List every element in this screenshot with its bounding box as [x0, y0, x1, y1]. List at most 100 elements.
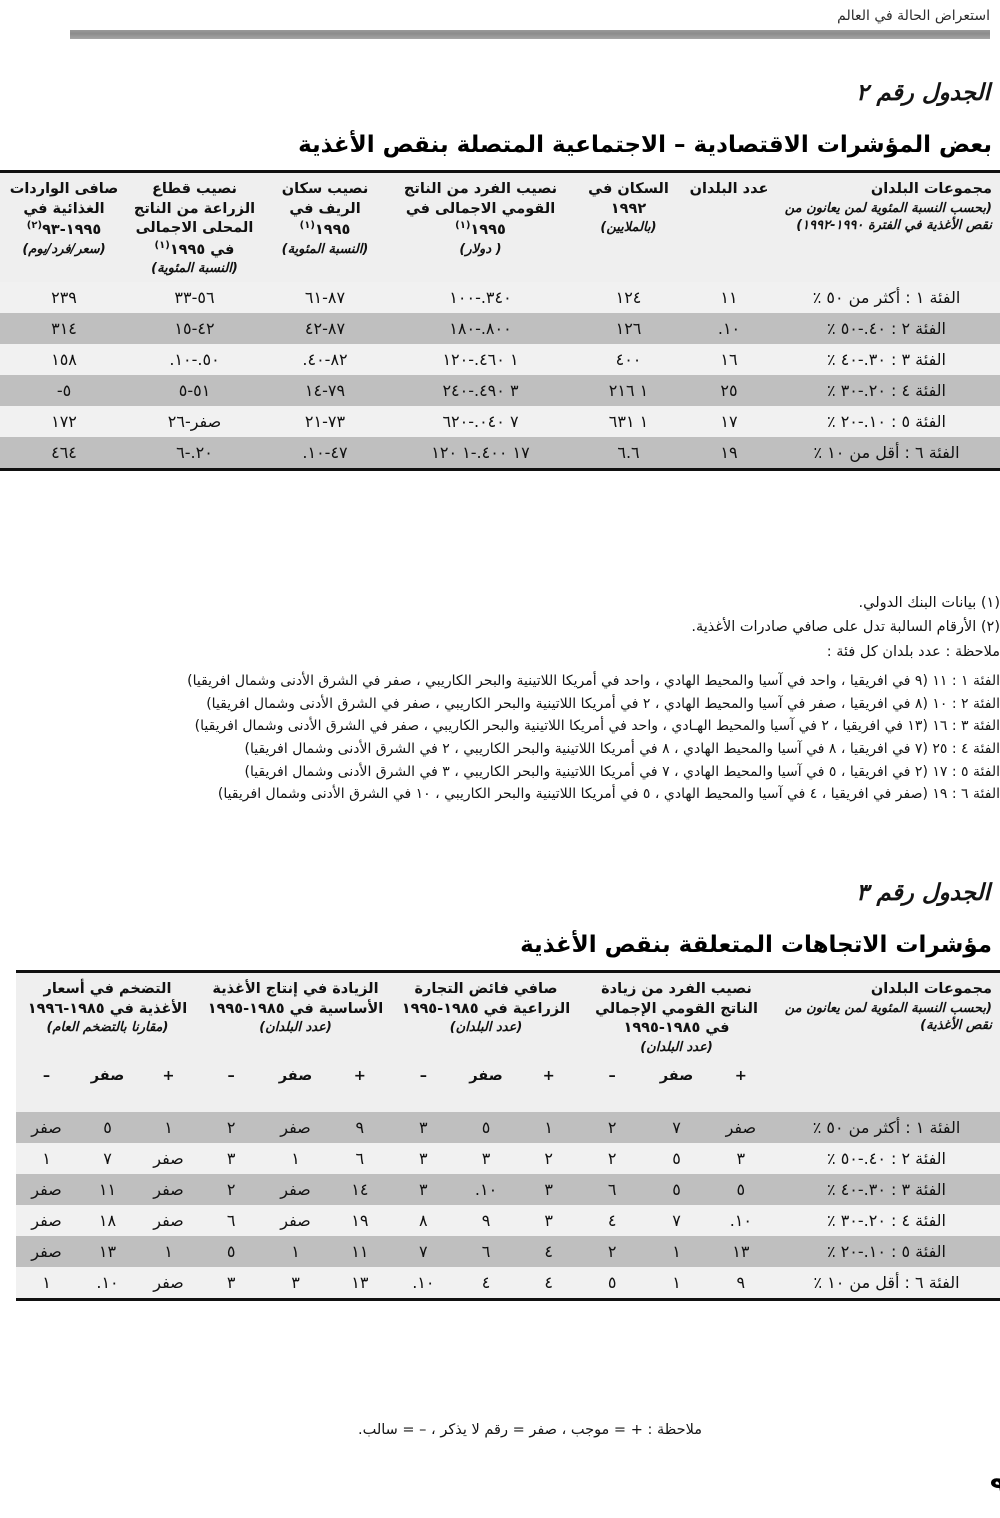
cell-value: ١: [233, 1236, 297, 1267]
cell-value: ١٩: [298, 1205, 362, 1236]
cell-agriculture: ٥٦-٣٣: [98, 282, 231, 313]
document-page: استعراض الحالة في العالم الجدول رقم ٢ بع…: [0, 0, 1000, 1518]
cell-value: ١٣: [679, 1236, 743, 1267]
cell-value: ٥: [47, 1112, 108, 1143]
table-3-head: مجموعات البلدان (بحسب النسبة المئوية لمن…: [0, 972, 970, 1112]
table-row: الفئة ٦ : أقل من ١٠ ٪ ١٩ ٦.٦ ١٧ ٤٠٠.-١ ١…: [0, 437, 970, 470]
cell-value: ٧: [614, 1112, 678, 1143]
cell-rural: ٨٢-٤٠.: [231, 344, 359, 375]
cell-value: ١: [487, 1112, 550, 1143]
page-number: ٩: [960, 1472, 976, 1502]
cell-agriculture: ٥١-٥: [98, 375, 231, 406]
cell-imports: ٥-: [0, 375, 98, 406]
running-header: استعراض الحالة في العالم: [40, 8, 960, 24]
cell-value: ٤: [425, 1267, 488, 1300]
sign-plus: +: [487, 1060, 550, 1091]
cell-value: ٢: [487, 1143, 550, 1174]
cell-value: صفر: [0, 1174, 47, 1205]
cell-value: ١٤: [298, 1174, 362, 1205]
th-staple-food-production-growth: الزيادة في إنتاج الأغذية الأساسية في ١٩٨…: [169, 972, 362, 1061]
cell-gnp: ١ ٤٦٠.-١٢٠: [359, 344, 542, 375]
cell-value: ١: [108, 1236, 169, 1267]
table-3-block: الجدول رقم ٣ مؤشرات الاتجاهات المتعلقة ب…: [30, 880, 970, 1301]
th-net-food-imports: صافى الواردات الغذائية في ١٩٩٥-٩٣(٢) (سع…: [0, 172, 98, 282]
category-note: الفئة ٣ : ١٦ (١٣ في افريقيا ، ٢ في آسيا …: [30, 715, 970, 738]
cell-value: ٢: [550, 1236, 614, 1267]
cell-value: ٦: [425, 1236, 488, 1267]
cell-category: الفئة ٢ : ٤٠.-٥٠ ٪: [743, 1143, 970, 1174]
cell-value: ١: [614, 1267, 678, 1300]
th-population-1992: السكان في ١٩٩٢ (بالملايين): [542, 172, 655, 282]
cell-gnp: ٧ ٠٤٠.-٦٢٠: [359, 406, 542, 437]
cell-countries: ١٠.: [655, 313, 743, 344]
cell-category: الفئة ٦ : أقل من ١٠ ٪: [743, 437, 970, 470]
th-country-groups: مجموعات البلدان (بحسب النسبة المئوية لمن…: [743, 172, 970, 282]
th-rural-population: نصيب سكان الريف في ١٩٩٥(١) (النسبة المئو…: [231, 172, 359, 282]
table-row: الفئة ٣ : ٣٠.-٤٠ ٪ ١٦ ٤٠٠ ١ ٤٦٠.-١٢٠ ٨٢-…: [0, 344, 970, 375]
cell-value: ٢: [550, 1112, 614, 1143]
cell-value: ٥: [614, 1143, 678, 1174]
th-food-price-inflation: التضخم في أسعار الأغذية في ١٩٨٥-١٩٩٦ (مق…: [0, 972, 169, 1061]
table-row: الفئة ٦ : أقل من ١٠ ٪ ٩ ١ ٥ ٤ ٤ ١٠. ١٣ ٣…: [0, 1267, 970, 1300]
table-2: مجموعات البلدان (بحسب النسبة المئوية لمن…: [0, 170, 970, 471]
cell-value: ١٣: [47, 1236, 108, 1267]
cell-countries: ١٩: [655, 437, 743, 470]
cell-value: صفر: [0, 1236, 47, 1267]
cell-value: ٥: [425, 1112, 488, 1143]
cell-rural: ٧٣-٢١: [231, 406, 359, 437]
cell-value: صفر: [679, 1112, 743, 1143]
cell-countries: ١٧: [655, 406, 743, 437]
cell-countries: ١١: [655, 282, 743, 313]
cell-imports: ٢٣٩: [0, 282, 98, 313]
cell-value: ٩: [298, 1112, 362, 1143]
cell-value: ٣: [362, 1143, 425, 1174]
cell-population: ١٢٤: [542, 282, 655, 313]
cell-agriculture: ٢٠.-٦: [98, 437, 231, 470]
cell-value: ٦: [550, 1174, 614, 1205]
table-3: مجموعات البلدان (بحسب النسبة المئوية لمن…: [0, 970, 970, 1301]
cell-value: ٥: [169, 1236, 233, 1267]
th-gnp-growth-per-capita: نصيب الفرد من زيادة الناتج القومي الإجما…: [550, 972, 743, 1061]
sign-minus: –: [550, 1060, 614, 1091]
cell-gnp: ١٧ ٤٠٠.-١ ١٢٠: [359, 437, 542, 470]
cell-value: ٣: [169, 1267, 233, 1300]
cell-population: ١٢٦: [542, 313, 655, 344]
cell-value: صفر: [108, 1174, 169, 1205]
sign-zero: صفر: [233, 1060, 297, 1091]
cell-value: ١٠.: [425, 1174, 488, 1205]
cell-population: ١ ٦٣١: [542, 406, 655, 437]
cell-agriculture: صفر-٢٦: [98, 406, 231, 437]
sign-minus: –: [169, 1060, 233, 1091]
table-row: الفئة ١ : أكثر من ٥٠ ٪ ١١ ١٢٤ ٣٤٠.-١٠٠ ٨…: [0, 282, 970, 313]
cell-agriculture: ٤٢-١٥: [98, 313, 231, 344]
th-gnp-per-capita: نصيب الفرد من الناتج القومي الاجمالى في …: [359, 172, 542, 282]
footnote-note-label: ملاحظة : عدد بلدان كل فئة :: [30, 641, 970, 663]
cell-value: ٣: [362, 1112, 425, 1143]
cell-value: ٢: [169, 1174, 233, 1205]
cell-value: ٨: [362, 1205, 425, 1236]
cell-value: صفر: [0, 1205, 47, 1236]
cell-value: صفر: [0, 1112, 47, 1143]
cell-value: ٩: [425, 1205, 488, 1236]
cell-value: ١٠.: [362, 1267, 425, 1300]
cell-value: ١: [233, 1143, 297, 1174]
cell-category: الفئة ٢ : ٤٠.-٥٠ ٪: [743, 313, 970, 344]
cell-category: الفئة ٣ : ٣٠.-٤٠ ٪: [743, 344, 970, 375]
table-2-label: الجدول رقم ٢: [30, 80, 970, 106]
cell-value: ١: [108, 1112, 169, 1143]
cell-imports: ٤٦٤: [0, 437, 98, 470]
cell-value: ٣: [425, 1143, 488, 1174]
cell-value: صفر: [108, 1205, 169, 1236]
cell-category: الفئة ٣ : ٣٠.-٤٠ ٪: [743, 1174, 970, 1205]
th-net-agri-trade-surplus: صافي فائض التجارة الزراعية في ١٩٨٥-١٩٩٥ …: [362, 972, 550, 1061]
th-country-groups: مجموعات البلدان (بحسب النسبة المئوية لمن…: [743, 972, 970, 1112]
table-2-head: مجموعات البلدان (بحسب النسبة المئوية لمن…: [0, 172, 970, 282]
cell-imports: ١٥٨: [0, 344, 98, 375]
table-2-body: الفئة ١ : أكثر من ٥٠ ٪ ١١ ١٢٤ ٣٤٠.-١٠٠ ٨…: [0, 282, 970, 470]
table-row: الفئة ٣ : ٣٠.-٤٠ ٪ ٥ ٥ ٦ ٣ ١٠. ٣ ١٤ صفر …: [0, 1174, 970, 1205]
cell-category: الفئة ٦ : أقل من ١٠ ٪: [743, 1267, 970, 1300]
table-row: الفئة ٥ : ١٠.-٢٠ ٪ ١٧ ١ ٦٣١ ٧ ٠٤٠.-٦٢٠ ٧…: [0, 406, 970, 437]
cell-imports: ١٧٢: [0, 406, 98, 437]
cell-gnp: ٣٤٠.-١٠٠: [359, 282, 542, 313]
cell-agriculture: ٥٠.-١٠.: [98, 344, 231, 375]
